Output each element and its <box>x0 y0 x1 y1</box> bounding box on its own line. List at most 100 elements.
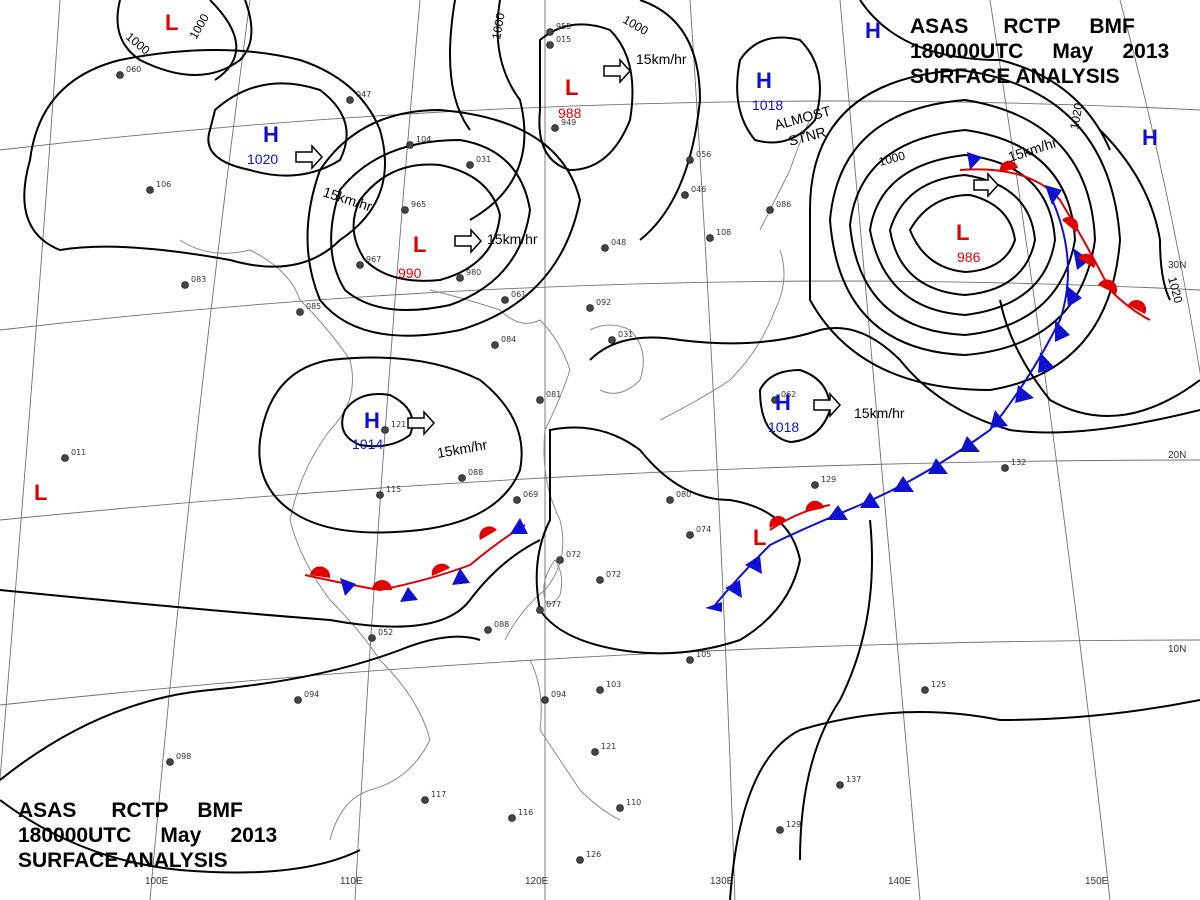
station-pressure-value: 132 <box>1011 458 1026 467</box>
station-marker <box>686 156 694 164</box>
station-marker <box>811 481 819 489</box>
station-marker <box>836 781 844 789</box>
title-agency: ASAS <box>910 15 969 38</box>
warm-front-bump <box>805 500 824 512</box>
isobar-nw-low <box>209 0 238 81</box>
station-pressure-value: 085 <box>306 302 321 311</box>
isobar-low-986-1 <box>908 193 1017 274</box>
cold-front-triangles <box>340 152 1090 612</box>
station-marker <box>771 396 779 404</box>
isobar-low-990-outer <box>306 108 582 337</box>
motion-label: 15km/hr <box>487 231 538 247</box>
station-pressure-value: 081 <box>546 390 561 399</box>
station-plots: 060 104 031 955 949 965 967 980 106 083 085 011 061 0… <box>61 22 1026 864</box>
meridian-100e <box>149 0 251 900</box>
isobar-high-1020 <box>207 82 348 177</box>
warm-front-bump <box>310 566 331 578</box>
cold-front-tri <box>1045 185 1062 205</box>
cold-front-tri <box>893 476 914 492</box>
isobar-nw-low-1000 <box>116 0 253 76</box>
station-pressure-value: 084 <box>501 335 516 344</box>
cold-front-tri <box>827 505 848 520</box>
station-pressure-value: 088 <box>494 620 509 629</box>
isobar-label: 1020 <box>1067 101 1085 130</box>
isobar-low-990-mid <box>330 138 532 311</box>
station-marker <box>596 576 604 584</box>
warm-front-south <box>769 504 831 531</box>
meridian-90e <box>0 0 61 785</box>
station-pressure-value: 047 <box>356 90 371 99</box>
station-marker <box>491 341 499 349</box>
station-marker <box>181 281 189 289</box>
station-marker <box>586 304 594 312</box>
parallel-40n <box>0 100 1200 151</box>
title-time: 180000UTC <box>18 824 132 847</box>
isobar-north-1020 <box>859 0 1111 151</box>
station-marker <box>766 206 774 214</box>
station-pressure-value: 116 <box>518 808 533 817</box>
station-pressure-value: 104 <box>416 135 431 144</box>
station-pressure-value: 074 <box>696 525 711 534</box>
station-pressure-value: 031 <box>618 330 633 339</box>
station-pressure-value: 117 <box>431 790 446 799</box>
high-center-1018-east: H <box>775 390 791 415</box>
stationary-tri <box>510 518 528 534</box>
low-value-990: 990 <box>398 265 422 281</box>
station-marker <box>666 496 674 504</box>
station-pressure-value: 121 <box>601 742 616 751</box>
stationary-tri <box>452 568 470 585</box>
station-pressure-value: 115 <box>386 485 401 494</box>
isobar-high-1018-north <box>736 36 821 144</box>
station-marker <box>401 206 409 214</box>
low-value-986: 986 <box>957 249 981 265</box>
isobar-midlat <box>589 327 1200 434</box>
station-marker <box>576 856 584 864</box>
isobar-label: 1000 <box>489 11 507 40</box>
motion-arrow <box>813 392 842 418</box>
isobar-south-pacific <box>729 699 1200 900</box>
cold-front-tri <box>928 458 948 474</box>
station-pressure-value: 088 <box>468 468 483 477</box>
title-tag: BMF <box>1089 15 1135 38</box>
station-marker <box>61 454 69 462</box>
warm-front-bump <box>1062 216 1079 232</box>
warm-front-bumps <box>310 160 1147 590</box>
station-pressure-value: 011 <box>71 448 86 457</box>
station-pressure-value: 077 <box>546 600 561 609</box>
station-marker <box>686 656 694 664</box>
low-center-south: L <box>753 525 766 550</box>
isobar-east-1020 <box>1099 129 1171 301</box>
high-value-1014: 1014 <box>352 436 383 452</box>
station-pressure-value: 108 <box>716 228 731 237</box>
station-marker <box>356 261 364 269</box>
title-product: SURFACE ANALYSIS <box>18 849 228 872</box>
station-marker <box>546 41 554 49</box>
lon-label-150e: 150E <box>1085 876 1109 887</box>
title-block-top: ASAS RCTP BMF 180000UTC May 2013 SURFACE… <box>910 14 1169 89</box>
station-marker <box>406 141 414 149</box>
parallel-20n <box>0 459 1200 521</box>
motion-arrow <box>407 410 436 436</box>
cold-front-tri <box>745 555 762 574</box>
isobar-low-986-3 <box>868 153 1057 317</box>
station-pressure-value: 106 <box>156 180 171 189</box>
station-pressure-value: 103 <box>606 680 621 689</box>
pressure-centers: L H L L H L H H H H L L <box>34 10 1158 550</box>
station-marker <box>146 186 154 194</box>
station-marker <box>296 308 304 316</box>
title-year: 2013 <box>1122 40 1170 63</box>
cold-front-tri <box>725 580 742 598</box>
low-center-nw: L <box>165 10 178 35</box>
low-center-988: L <box>565 75 578 100</box>
coastlines <box>179 119 811 841</box>
isobar-sw <box>0 635 481 781</box>
cold-front-tri <box>1015 385 1034 403</box>
motion-arrow <box>454 228 483 254</box>
station-marker <box>551 124 559 132</box>
lon-label-100e: 100E <box>145 876 169 887</box>
stationary-tri <box>400 587 418 602</box>
isobar-low-986-5 <box>828 98 1097 357</box>
station-pressure-value: 072 <box>606 570 621 579</box>
high-value-1020: 1020 <box>247 151 278 167</box>
title-product: SURFACE ANALYSIS <box>910 65 1120 88</box>
